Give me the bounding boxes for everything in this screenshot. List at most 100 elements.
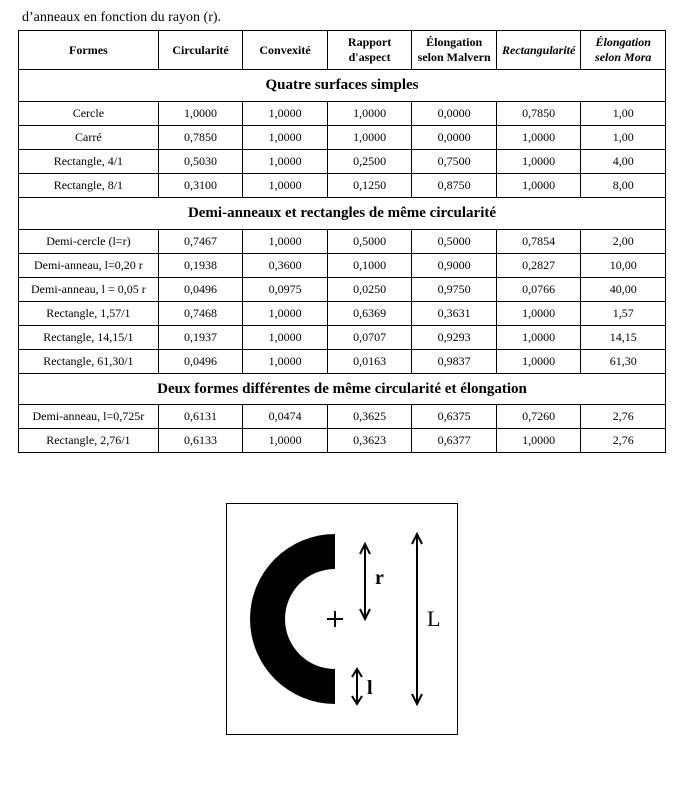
cell-rect: 0,7854 [496, 229, 581, 253]
cell-elongmora: 61,30 [581, 349, 666, 373]
cell-conv: 1,0000 [243, 101, 328, 125]
table-row: Carré0,78501,00001,00000,00001,00001,00 [19, 125, 666, 149]
cell-rect: 1,0000 [496, 149, 581, 173]
half-ring-diagram-icon: r L l [227, 504, 457, 734]
cell-elongmora: 1,57 [581, 301, 666, 325]
cell-conv: 1,0000 [243, 149, 328, 173]
cell-shape: Demi-anneau, l=0,725r [19, 405, 159, 429]
cell-circ: 0,6133 [158, 429, 243, 453]
cell-aspect: 0,1000 [327, 253, 412, 277]
shape-metrics-table: Formes Circularité Convexité Rapport d'a… [18, 30, 666, 453]
label-l: l [367, 677, 373, 699]
cell-circ: 0,1938 [158, 253, 243, 277]
L-dimension-icon [412, 534, 422, 704]
cell-circ: 0,6131 [158, 405, 243, 429]
cell-aspect: 0,5000 [327, 229, 412, 253]
cell-circ: 1,0000 [158, 101, 243, 125]
cell-conv: 1,0000 [243, 229, 328, 253]
cell-elongmora: 8,00 [581, 173, 666, 197]
cell-elongm: 0,0000 [412, 125, 497, 149]
section-1-title: Quatre surfaces simples [19, 70, 666, 102]
cell-aspect: 0,0707 [327, 325, 412, 349]
l-dimension-icon [352, 669, 362, 704]
cell-conv: 1,0000 [243, 349, 328, 373]
cell-elongm: 0,5000 [412, 229, 497, 253]
cell-shape: Carré [19, 125, 159, 149]
cell-rect: 1,0000 [496, 125, 581, 149]
cell-rect: 0,2827 [496, 253, 581, 277]
table-row: Rectangle, 2,76/10,61331,00000,36230,637… [19, 429, 666, 453]
cell-aspect: 0,3623 [327, 429, 412, 453]
cell-shape: Rectangle, 8/1 [19, 173, 159, 197]
cell-shape: Demi-cercle (l=r) [19, 229, 159, 253]
cell-circ: 0,7468 [158, 301, 243, 325]
cell-aspect: 0,0250 [327, 277, 412, 301]
table-row: Demi-anneau, l=0,20 r0,19380,36000,10000… [19, 253, 666, 277]
cell-rect: 0,0766 [496, 277, 581, 301]
th-elong-malvern: Élongation selon Malvern [412, 31, 497, 70]
label-r: r [375, 567, 384, 589]
cell-elongm: 0,9837 [412, 349, 497, 373]
cell-elongmora: 2,76 [581, 429, 666, 453]
section-2-header: Demi-anneaux et rectangles de même circu… [19, 197, 666, 229]
cell-elongmora: 4,00 [581, 149, 666, 173]
cell-shape: Rectangle, 4/1 [19, 149, 159, 173]
cell-circ: 0,5030 [158, 149, 243, 173]
cell-aspect: 0,6369 [327, 301, 412, 325]
cell-circ: 0,7850 [158, 125, 243, 149]
cell-shape: Demi-anneau, l = 0,05 r [19, 277, 159, 301]
cell-shape: Demi-anneau, l=0,20 r [19, 253, 159, 277]
cell-aspect: 0,1250 [327, 173, 412, 197]
th-rectangularity: Rectangularité [496, 31, 581, 70]
cell-elongm: 0,9000 [412, 253, 497, 277]
cell-circ: 0,1937 [158, 325, 243, 349]
cell-elongmora: 2,00 [581, 229, 666, 253]
table-row: Rectangle, 14,15/10,19371,00000,07070,92… [19, 325, 666, 349]
table-row: Demi-anneau, l=0,725r0,61310,04740,36250… [19, 405, 666, 429]
r-dimension-icon [360, 544, 370, 619]
cell-conv: 1,0000 [243, 301, 328, 325]
table-header-row: Formes Circularité Convexité Rapport d'a… [19, 31, 666, 70]
cell-rect: 0,7260 [496, 405, 581, 429]
table-row: Rectangle, 4/10,50301,00000,25000,75001,… [19, 149, 666, 173]
cell-elongmora: 1,00 [581, 125, 666, 149]
label-L: L [427, 606, 440, 631]
cell-shape: Rectangle, 1,57/1 [19, 301, 159, 325]
cell-rect: 1,0000 [496, 429, 581, 453]
cell-aspect: 0,2500 [327, 149, 412, 173]
cell-conv: 1,0000 [243, 173, 328, 197]
cell-circ: 0,3100 [158, 173, 243, 197]
cell-elongm: 0,9293 [412, 325, 497, 349]
section-3-header: Deux formes différentes de même circular… [19, 373, 666, 405]
th-shape: Formes [19, 31, 159, 70]
cell-rect: 1,0000 [496, 349, 581, 373]
section-1-header: Quatre surfaces simples [19, 70, 666, 102]
diagram-box: r L l [226, 503, 458, 735]
half-ring-shape-icon [250, 534, 335, 704]
th-aspect: Rapport d'aspect [327, 31, 412, 70]
table-row: Rectangle, 8/10,31001,00000,12500,87501,… [19, 173, 666, 197]
cell-aspect: 0,0163 [327, 349, 412, 373]
cell-rect: 0,7850 [496, 101, 581, 125]
cell-rect: 1,0000 [496, 301, 581, 325]
cell-shape: Rectangle, 2,76/1 [19, 429, 159, 453]
section-3-title: Deux formes différentes de même circular… [19, 373, 666, 405]
cell-conv: 0,0975 [243, 277, 328, 301]
cell-rect: 1,0000 [496, 173, 581, 197]
section-2-title: Demi-anneaux et rectangles de même circu… [19, 197, 666, 229]
cell-aspect: 0,3625 [327, 405, 412, 429]
cell-aspect: 1,0000 [327, 125, 412, 149]
cell-circ: 0,7467 [158, 229, 243, 253]
cell-elongmora: 10,00 [581, 253, 666, 277]
cell-shape: Cercle [19, 101, 159, 125]
cell-elongm: 0,6375 [412, 405, 497, 429]
cell-elongmora: 14,15 [581, 325, 666, 349]
th-convexity: Convexité [243, 31, 328, 70]
cell-rect: 1,0000 [496, 325, 581, 349]
cell-circ: 0,0496 [158, 349, 243, 373]
cell-circ: 0,0496 [158, 277, 243, 301]
table-row: Demi-anneau, l = 0,05 r0,04960,09750,025… [19, 277, 666, 301]
table-row: Rectangle, 1,57/10,74681,00000,63690,363… [19, 301, 666, 325]
cell-elongm: 0,3631 [412, 301, 497, 325]
th-elong-mora: Élongation selon Mora [581, 31, 666, 70]
